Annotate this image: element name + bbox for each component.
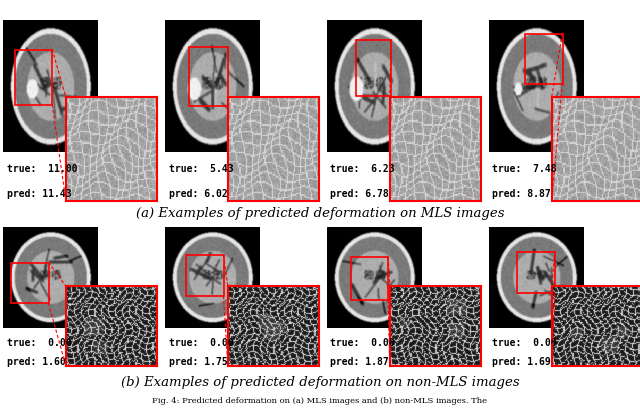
Text: true:  7.48: true: 7.48 bbox=[492, 164, 557, 174]
Bar bbox=[11, 263, 49, 303]
Bar bbox=[189, 47, 228, 106]
Text: pred: 11.43: pred: 11.43 bbox=[6, 189, 71, 199]
Text: true:  0.00: true: 0.00 bbox=[6, 338, 71, 348]
Text: true:  6.23: true: 6.23 bbox=[330, 164, 395, 174]
Bar bbox=[15, 49, 52, 105]
Bar bbox=[351, 257, 388, 300]
Bar bbox=[356, 40, 391, 96]
Text: Fig. 4: Predicted deformation on (a) MLS images and (b) non-MLS images. The: Fig. 4: Predicted deformation on (a) MLS… bbox=[152, 397, 488, 405]
Text: true:  5.43: true: 5.43 bbox=[168, 164, 233, 174]
Text: pred: 1.75: pred: 1.75 bbox=[168, 357, 227, 367]
Text: true:  0.00: true: 0.00 bbox=[492, 338, 557, 348]
Text: pred: 6.78: pred: 6.78 bbox=[330, 189, 389, 199]
Text: (a) Examples of predicted deformation on MLS images: (a) Examples of predicted deformation on… bbox=[136, 207, 504, 220]
Text: pred: 1.87: pred: 1.87 bbox=[330, 357, 389, 367]
Bar bbox=[186, 255, 224, 296]
Text: true:  0.00: true: 0.00 bbox=[330, 338, 395, 348]
Bar bbox=[518, 252, 555, 293]
Text: true:  11.00: true: 11.00 bbox=[6, 164, 77, 174]
Text: pred: 1.60: pred: 1.60 bbox=[6, 357, 65, 367]
Text: pred: 1.69: pred: 1.69 bbox=[492, 357, 551, 367]
Text: pred: 8.87: pred: 8.87 bbox=[492, 189, 551, 199]
Text: true:  0.00: true: 0.00 bbox=[168, 338, 233, 348]
Text: pred: 6.02: pred: 6.02 bbox=[168, 189, 227, 199]
Text: (b) Examples of predicted deformation on non-MLS images: (b) Examples of predicted deformation on… bbox=[121, 376, 519, 389]
Bar bbox=[525, 34, 563, 84]
